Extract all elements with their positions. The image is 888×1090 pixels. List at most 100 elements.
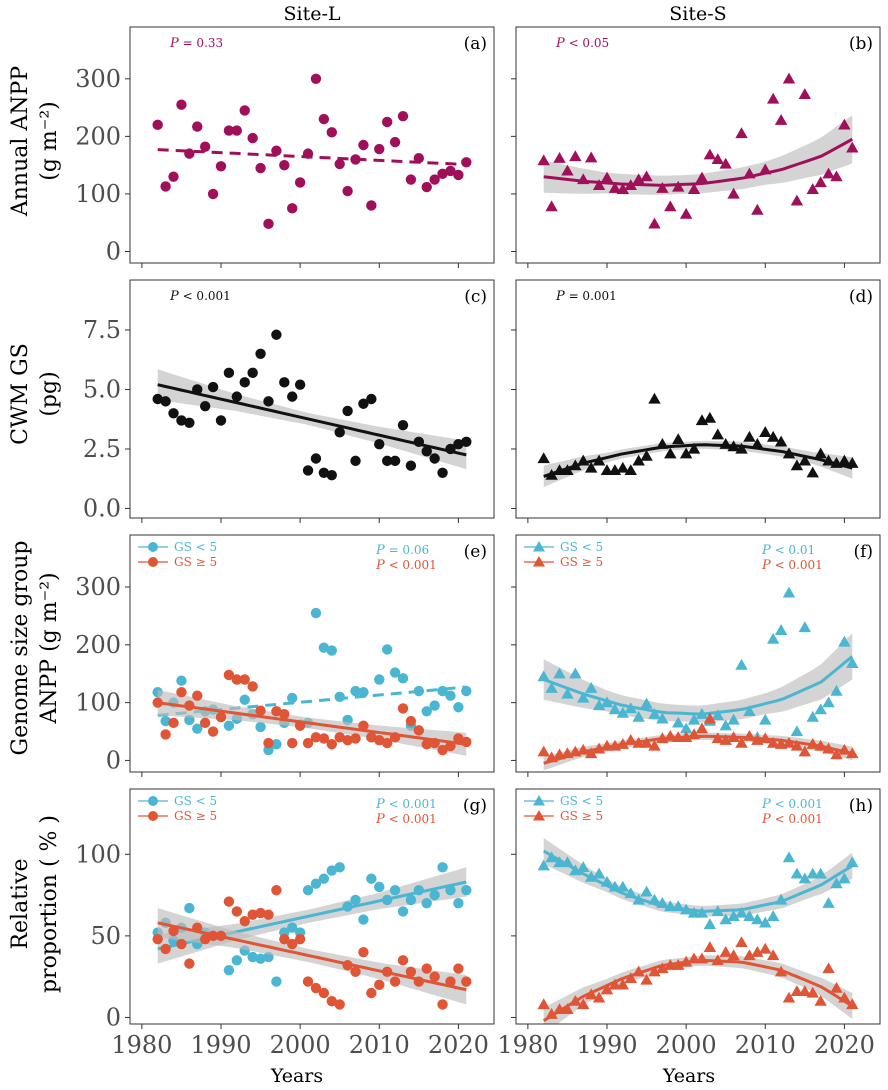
series-d-1-fit-line [543, 443, 853, 478]
series-f-1-point-30 [774, 624, 788, 636]
series-e-1-point-22 [326, 645, 337, 656]
series-e-2-point-2 [168, 717, 179, 729]
series-g-2-point-11 [239, 915, 250, 927]
series-g-2 [152, 884, 472, 1010]
series-e-2-point-32 [405, 715, 417, 727]
series-a-1-fit-line [157, 148, 467, 167]
p-value-g-2: P < 0.001 [375, 812, 437, 827]
xtick-label-g-1: 1990 [190, 1031, 251, 1059]
series-d-1-point-16 [664, 447, 677, 459]
series-c-1-point-17 [287, 391, 298, 402]
series-g-2-point-35 [429, 971, 440, 982]
panel-label-h: (h) [849, 796, 873, 816]
series-e-2-point-31 [397, 703, 409, 714]
series-c-1-point-1 [160, 396, 171, 407]
legend-marker-e-1 [148, 542, 158, 552]
series-b-1-point-37 [830, 170, 843, 182]
ytick-label-a-2: 200 [75, 122, 121, 150]
series-h-1-point-7 [592, 867, 606, 879]
series-h-2-point-31 [782, 991, 796, 1003]
series-d-1-point-19 [687, 442, 701, 454]
series-g-1-point-13 [255, 953, 266, 964]
series-f-1-point-9 [608, 703, 622, 715]
series-b-1-point-0 [537, 154, 550, 166]
series-a-1-point-5 [192, 121, 203, 132]
series-h-2-point-28 [759, 942, 772, 954]
series-g-2-point-6 [199, 933, 211, 945]
series-d-1-point-10 [616, 461, 630, 473]
series-f-1-point-18 [679, 722, 693, 734]
series-f-1-point-22 [711, 709, 724, 721]
series-e-2-point-17 [287, 737, 298, 749]
series-g-2-point-0 [152, 933, 163, 945]
xtick-label-g-3: 2010 [349, 1031, 410, 1059]
plot-area-e [152, 607, 472, 756]
panel-label-g: (g) [463, 796, 487, 816]
p-value-text: = 0.001 [565, 289, 617, 303]
series-h-1-point-24 [727, 910, 740, 921]
series-e-2-point-15 [271, 706, 282, 717]
series-d-1 [537, 392, 859, 488]
series-c-1-point-18 [294, 379, 306, 390]
series-d-1-point-35 [814, 447, 827, 459]
series-h-1-point-27 [751, 913, 764, 925]
series-b-1-point-15 [656, 181, 669, 193]
series-d-1-point-22 [711, 428, 724, 440]
series-c-1-point-35 [429, 453, 440, 464]
series-e-2-point-34 [421, 739, 432, 750]
series-e-2-point-9 [223, 669, 235, 681]
series-g-2-point-2 [168, 925, 179, 937]
series-a-1-point-6 [199, 141, 211, 152]
series-a-1-point-17 [287, 203, 298, 214]
series-c-1-point-21 [318, 467, 330, 478]
series-h-2-point-29 [766, 949, 780, 961]
series-f-2-point-0 [537, 745, 550, 757]
series-b-1-point-18 [679, 207, 693, 219]
series-e-2-point-11 [239, 674, 250, 685]
p-symbol: P [761, 543, 771, 558]
series-b-1-point-13 [640, 170, 653, 182]
series-c-1-point-14 [263, 396, 274, 407]
ytick-label-a-3: 300 [75, 65, 121, 93]
series-e-2-point-24 [342, 735, 353, 746]
series-c-1-point-10 [231, 391, 243, 402]
p-symbol: P [375, 812, 385, 827]
frame-b [515, 26, 881, 264]
series-f-1-point-0 [537, 670, 550, 682]
series-f-1-point-25 [735, 658, 748, 670]
series-f-1-point-34 [806, 710, 819, 722]
series-d-1-point-33 [798, 454, 812, 466]
series-f-1-point-32 [790, 725, 804, 737]
series-h-2-point-5 [577, 998, 590, 1010]
ytick-label-a-0: 0 [106, 237, 121, 265]
series-f-1-point-33 [798, 621, 812, 633]
series-a-1 [152, 73, 472, 230]
series-f-1-point-38 [838, 635, 851, 647]
series-f-1-point-7 [592, 699, 606, 711]
series-e-2-point-25 [350, 733, 361, 744]
legend-label-g-1: GS < 5 [174, 794, 217, 808]
series-a-1-point-27 [366, 200, 377, 211]
series-h-1-point-34 [806, 867, 819, 879]
legend-label-h-1: GS < 5 [560, 794, 603, 808]
series-g-1-point-23 [334, 862, 345, 873]
p-value-d-1: P = 0.001 [555, 289, 617, 304]
frame-a [129, 26, 495, 264]
xtick-label-g-2: 2000 [270, 1031, 331, 1059]
p-symbol: P [169, 289, 179, 304]
series-g-2-point-9 [223, 896, 235, 907]
p-value-text: = 0.33 [179, 36, 223, 50]
series-c-1-point-29 [381, 455, 393, 467]
series-e-2 [152, 669, 472, 756]
series-e-1-point-25 [350, 685, 361, 697]
series-c-1-point-38 [453, 439, 464, 450]
series-a-1-point-12 [247, 132, 258, 144]
series-c-1-point-19 [302, 465, 314, 476]
legend-label-f-1: GS < 5 [560, 540, 603, 554]
p-symbol: P [375, 797, 385, 812]
p-value-h-2: P < 0.001 [761, 812, 823, 827]
series-b-1-point-31 [782, 72, 796, 84]
xlabel-site-s: Years [662, 1065, 715, 1087]
series-b-1-point-21 [703, 148, 717, 160]
series-c-1-point-27 [366, 393, 377, 405]
